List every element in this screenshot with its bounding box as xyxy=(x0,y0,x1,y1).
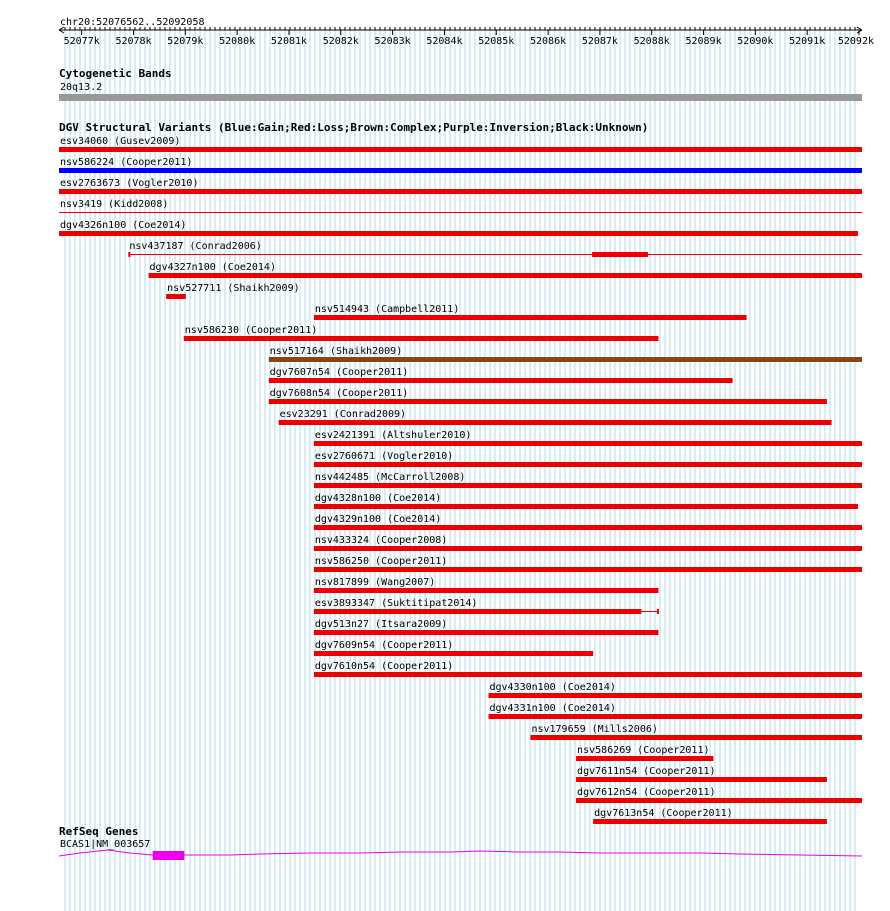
variant-bar[interactable] xyxy=(268,378,733,383)
variant-label: dgv7611n54 (Cooper2011) xyxy=(577,766,715,777)
variant-bar[interactable] xyxy=(488,714,862,719)
variant-label: nsv586224 (Cooper2011) xyxy=(60,157,192,168)
ruler-arrows xyxy=(58,26,863,34)
variant-label: dgv7607n54 (Cooper2011) xyxy=(270,367,408,378)
gridlines xyxy=(64,30,856,911)
variant-bar[interactable] xyxy=(313,651,594,656)
ruler-tick-label: 52090k xyxy=(737,36,773,47)
ruler-tick-label: 52083k xyxy=(375,36,411,47)
variant-label: dgv4328n100 (Coe2014) xyxy=(315,493,441,504)
variant-label: dgv7609n54 (Cooper2011) xyxy=(315,640,453,651)
refseq-track-title: RefSeq Genes xyxy=(59,825,138,838)
variant-bar[interactable] xyxy=(268,399,827,404)
dgv-track-title: DGV Structural Variants (Blue:Gain;Red:L… xyxy=(59,121,648,134)
ruler-tick-label: 52084k xyxy=(426,36,462,47)
variant-label: nsv3419 (Kidd2008) xyxy=(60,199,168,210)
ruler-tick-label: 52091k xyxy=(789,36,825,47)
variant-bar[interactable] xyxy=(313,315,747,320)
gene-bcas1-exon[interactable] xyxy=(152,851,185,860)
variant-label: nsv517164 (Shaikh2009) xyxy=(270,346,402,357)
variant-bar[interactable] xyxy=(59,212,862,213)
variant-bar[interactable] xyxy=(313,588,659,593)
variant-bar[interactable] xyxy=(59,231,858,236)
variant-label: nsv586250 (Cooper2011) xyxy=(315,556,447,567)
variant-label: dgv4327n100 (Coe2014) xyxy=(150,262,276,273)
variant-bar[interactable] xyxy=(59,189,862,194)
variant-bar[interactable] xyxy=(148,273,862,278)
variant-label: dgv4329n100 (Coe2014) xyxy=(315,514,441,525)
variant-bar[interactable] xyxy=(59,147,862,152)
ruler: 52077k 52078k 52079k 52080k 52081k 52082k 5208… xyxy=(58,26,874,47)
ruler-tick-label: 52081k xyxy=(271,36,307,47)
variant-bar[interactable] xyxy=(313,525,863,530)
variant-bar[interactable] xyxy=(268,357,862,362)
variant-label: esv23291 (Conrad2009) xyxy=(280,409,406,420)
variant-bar[interactable] xyxy=(576,756,714,761)
variant-bar[interactable] xyxy=(166,294,186,299)
region-label: chr20:52076562..52092058 xyxy=(60,17,205,28)
variant-bar[interactable] xyxy=(576,798,862,803)
variant-label: dgv7610n54 (Cooper2011) xyxy=(315,661,453,672)
variant-label: dgv4331n100 (Coe2014) xyxy=(489,703,615,714)
variant-label: nsv586269 (Cooper2011) xyxy=(577,745,709,756)
variant-label: dgv513n27 (Itsara2009) xyxy=(315,619,447,630)
variant-block[interactable] xyxy=(656,609,659,614)
variant-label: nsv442485 (McCarroll2008) xyxy=(315,472,466,483)
variant-label: dgv7612n54 (Cooper2011) xyxy=(577,787,715,798)
ruler-tick-label: 52092k xyxy=(838,36,874,47)
ruler-tick-label: 52085k xyxy=(478,36,514,47)
variant-label: nsv527711 (Shaikh2009) xyxy=(167,283,299,294)
variant-bar[interactable] xyxy=(313,483,863,488)
variant-bar[interactable] xyxy=(183,336,659,341)
variant-label: esv2421391 (Altshuler2010) xyxy=(315,430,472,441)
ruler-tick-label: 52077k xyxy=(64,36,100,47)
variant-label: nsv437187 (Conrad2006) xyxy=(129,241,261,252)
variant-label: dgv4330n100 (Coe2014) xyxy=(489,682,615,693)
variant-bar[interactable] xyxy=(313,672,863,677)
ruler-tick-label: 52086k xyxy=(530,36,566,47)
variant-bar[interactable] xyxy=(593,819,827,824)
variant-bar[interactable] xyxy=(530,735,862,740)
variant-bar[interactable] xyxy=(313,630,659,635)
variant-label: nsv817899 (Wang2007) xyxy=(315,577,435,588)
gene-bcas1-intron-line[interactable] xyxy=(58,849,863,857)
variant-label: esv2760671 (Vogler2010) xyxy=(315,451,453,462)
ruler-tick-label: 52078k xyxy=(115,36,151,47)
variant-label: esv34060 (Gusev2009) xyxy=(60,136,180,147)
dgv-variants: esv34060 (Gusev2009) nsv586224 (Cooper201… xyxy=(59,136,863,824)
variant-label: dgv4326n100 (Coe2014) xyxy=(60,220,186,231)
variant-bar[interactable] xyxy=(313,504,858,509)
variant-label: esv3893347 (Suktitipat2014) xyxy=(315,598,478,609)
ruler-tick-label: 52087k xyxy=(582,36,618,47)
variant-label: nsv179659 (Mills2006) xyxy=(531,724,657,735)
ruler-tick-label: 52082k xyxy=(323,36,359,47)
cytoband-label: 20q13.2 xyxy=(60,82,102,93)
variant-intron-line xyxy=(128,254,862,255)
ruler-tick-label: 52088k xyxy=(634,36,670,47)
variant-label: nsv514943 (Campbell2011) xyxy=(315,304,460,315)
variant-bar[interactable] xyxy=(59,168,862,173)
variant-bar[interactable] xyxy=(313,546,863,551)
variant-label: dgv7608n54 (Cooper2011) xyxy=(270,388,408,399)
cytoband-track-title: Cytogenetic Bands xyxy=(59,67,172,80)
variant-bar[interactable] xyxy=(576,777,827,782)
ruler-tick-label: 52079k xyxy=(167,36,203,47)
variant-block[interactable] xyxy=(128,252,131,257)
variant-block[interactable] xyxy=(313,609,642,614)
cytoband-20q13-2[interactable] xyxy=(59,94,862,101)
ruler-tick-label: 52089k xyxy=(685,36,721,47)
variant-bar[interactable] xyxy=(313,462,863,467)
variant-bar[interactable] xyxy=(278,420,832,425)
variant-bar[interactable] xyxy=(313,567,863,572)
variant-bar[interactable] xyxy=(488,693,862,698)
variant-label: nsv433324 (Cooper2008) xyxy=(315,535,447,546)
variant-label: esv2763673 (Vogler2010) xyxy=(60,178,198,189)
variant-label: dgv7613n54 (Cooper2011) xyxy=(594,808,732,819)
gene-label: BCAS1|NM_003657 xyxy=(60,839,150,850)
ruler-tick-label: 52080k xyxy=(219,36,255,47)
variant-block[interactable] xyxy=(592,252,649,257)
variant-bar[interactable] xyxy=(313,441,863,446)
variant-label: nsv586230 (Cooper2011) xyxy=(185,325,317,336)
